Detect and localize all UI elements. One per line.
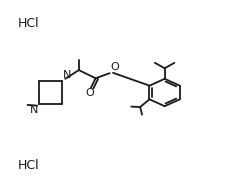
Text: N: N <box>63 70 71 80</box>
Text: O: O <box>86 88 94 98</box>
Text: HCl: HCl <box>18 159 39 172</box>
Text: N: N <box>30 105 38 115</box>
Text: O: O <box>110 63 119 73</box>
Text: HCl: HCl <box>18 17 39 30</box>
